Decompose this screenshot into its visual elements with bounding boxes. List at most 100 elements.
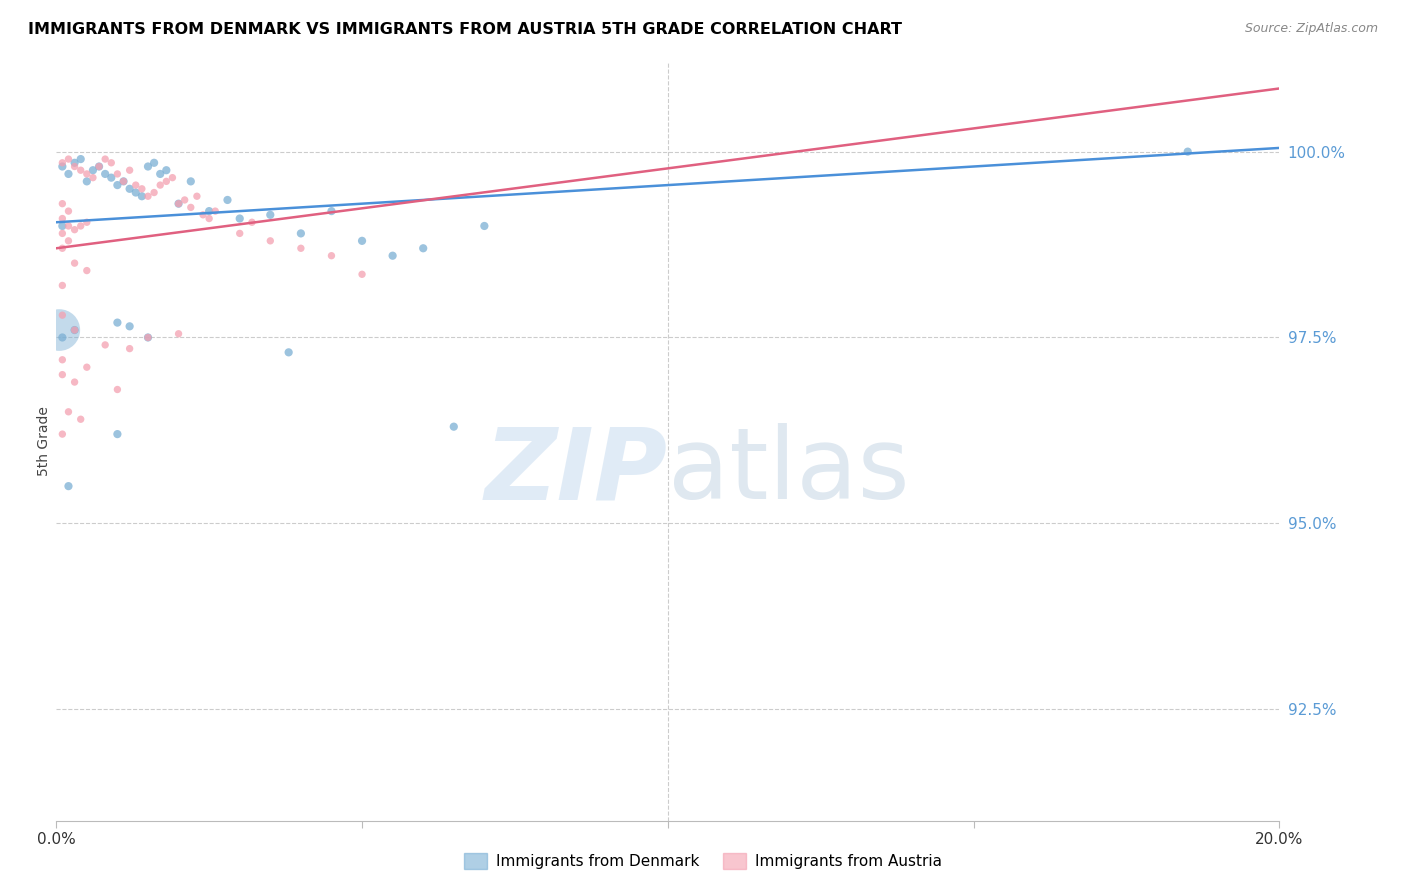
Text: IMMIGRANTS FROM DENMARK VS IMMIGRANTS FROM AUSTRIA 5TH GRADE CORRELATION CHART: IMMIGRANTS FROM DENMARK VS IMMIGRANTS FR… xyxy=(28,22,903,37)
Point xyxy=(474,219,496,233)
Point xyxy=(51,368,73,382)
Point xyxy=(69,412,91,426)
Point xyxy=(149,178,172,193)
Point xyxy=(51,219,73,233)
Point xyxy=(87,160,110,174)
Text: Source: ZipAtlas.com: Source: ZipAtlas.com xyxy=(1244,22,1378,36)
Point xyxy=(51,196,73,211)
Point xyxy=(112,174,135,188)
Point xyxy=(381,249,404,263)
Point xyxy=(162,170,184,185)
Point xyxy=(131,189,153,203)
Point xyxy=(118,342,141,356)
Point xyxy=(63,160,86,174)
Point xyxy=(259,234,281,248)
Point xyxy=(412,241,434,255)
Point xyxy=(136,160,159,174)
Point xyxy=(58,234,80,248)
Point xyxy=(94,338,117,352)
Point xyxy=(167,326,190,341)
Point xyxy=(63,375,86,389)
Point xyxy=(143,156,166,170)
Point xyxy=(155,163,177,178)
Point xyxy=(94,167,117,181)
Point xyxy=(100,156,122,170)
Point xyxy=(321,204,343,219)
Point xyxy=(149,167,172,181)
Point xyxy=(443,419,465,434)
Point xyxy=(51,308,73,322)
Point xyxy=(58,204,80,219)
Point xyxy=(76,174,98,188)
Point xyxy=(51,227,73,241)
Point xyxy=(76,215,98,229)
Point xyxy=(352,268,374,282)
Point xyxy=(82,163,104,178)
Point xyxy=(118,182,141,196)
Point xyxy=(118,319,141,334)
Point xyxy=(69,219,91,233)
Point xyxy=(51,278,73,293)
Point xyxy=(186,189,208,203)
Point xyxy=(136,330,159,344)
Point xyxy=(63,323,86,337)
Point xyxy=(51,241,73,255)
Point xyxy=(321,249,343,263)
Point xyxy=(58,405,80,419)
Point xyxy=(107,383,129,397)
Point xyxy=(228,227,252,241)
Point xyxy=(228,211,252,226)
Point xyxy=(155,174,177,188)
Point xyxy=(290,241,312,255)
Point xyxy=(217,193,239,207)
Point xyxy=(112,174,135,188)
Point xyxy=(173,193,195,207)
Point xyxy=(63,156,86,170)
Point xyxy=(48,323,70,337)
Point xyxy=(51,330,73,344)
Point xyxy=(125,186,148,200)
Point xyxy=(51,427,73,442)
Point xyxy=(51,352,73,367)
Y-axis label: 5th Grade: 5th Grade xyxy=(37,407,51,476)
Point xyxy=(100,170,122,185)
Point xyxy=(51,156,73,170)
Point xyxy=(51,211,73,226)
Point xyxy=(94,152,117,166)
Point xyxy=(180,201,202,215)
Point xyxy=(58,167,80,181)
Point xyxy=(118,163,141,178)
Point xyxy=(69,163,91,178)
Point xyxy=(58,219,80,233)
Point xyxy=(240,215,263,229)
Point xyxy=(125,178,148,193)
Point xyxy=(107,316,129,330)
Point xyxy=(191,208,214,222)
Point xyxy=(143,186,166,200)
Point xyxy=(290,227,312,241)
Text: atlas: atlas xyxy=(668,424,910,520)
Point xyxy=(107,167,129,181)
Point xyxy=(136,330,159,344)
Point xyxy=(131,182,153,196)
Point xyxy=(87,160,110,174)
Point xyxy=(180,174,202,188)
Point xyxy=(58,479,80,493)
Point xyxy=(198,204,221,219)
Point xyxy=(76,167,98,181)
Point xyxy=(167,196,190,211)
Point xyxy=(277,345,299,359)
Point xyxy=(204,204,226,219)
Point xyxy=(107,178,129,193)
Point xyxy=(63,256,86,270)
Legend: Immigrants from Denmark, Immigrants from Austria: Immigrants from Denmark, Immigrants from… xyxy=(458,847,948,875)
Point xyxy=(69,152,91,166)
Point xyxy=(107,427,129,442)
Point xyxy=(259,208,281,222)
Point xyxy=(1177,145,1199,159)
Point xyxy=(136,189,159,203)
Point xyxy=(198,211,221,226)
Point xyxy=(63,222,86,236)
Point xyxy=(167,196,190,211)
Point xyxy=(58,152,80,166)
